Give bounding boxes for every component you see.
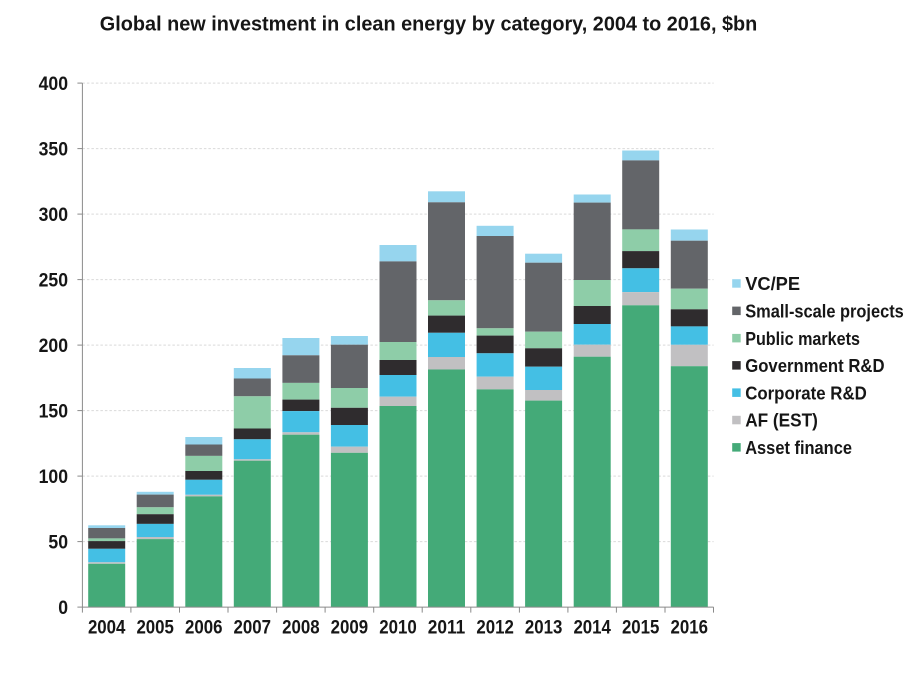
svg-text:Small-scale projects: Small-scale projects	[745, 301, 904, 322]
svg-text:2004: 2004	[88, 617, 126, 638]
svg-text:2006: 2006	[185, 617, 223, 638]
svg-text:2007: 2007	[234, 617, 272, 638]
svg-text:400: 400	[39, 74, 68, 95]
svg-text:Government R&D: Government R&D	[745, 355, 884, 376]
svg-text:200: 200	[39, 336, 68, 357]
svg-text:2012: 2012	[476, 617, 514, 638]
svg-text:Corporate R&D: Corporate R&D	[745, 382, 867, 403]
svg-text:0: 0	[58, 598, 68, 619]
svg-text:100: 100	[39, 467, 68, 488]
svg-text:2008: 2008	[282, 617, 320, 638]
svg-text:Public markets: Public markets	[745, 328, 860, 349]
svg-text:2005: 2005	[136, 617, 174, 638]
svg-text:2015: 2015	[622, 617, 660, 638]
svg-text:250: 250	[39, 271, 68, 292]
svg-text:2010: 2010	[379, 617, 417, 638]
svg-text:300: 300	[39, 205, 68, 226]
svg-text:2009: 2009	[331, 617, 369, 638]
svg-text:AF (EST): AF (EST)	[745, 410, 818, 431]
svg-text:150: 150	[39, 402, 68, 423]
svg-text:VC/PE: VC/PE	[745, 273, 800, 294]
svg-text:2016: 2016	[671, 617, 709, 638]
svg-text:2011: 2011	[428, 617, 466, 638]
svg-text:50: 50	[48, 533, 68, 554]
svg-text:2014: 2014	[573, 617, 611, 638]
svg-text:2013: 2013	[525, 617, 563, 638]
svg-text:350: 350	[39, 140, 68, 161]
svg-text:Asset finance: Asset finance	[745, 437, 852, 458]
svg-text:Global new investment in clean: Global new investment in clean energy by…	[100, 13, 758, 36]
